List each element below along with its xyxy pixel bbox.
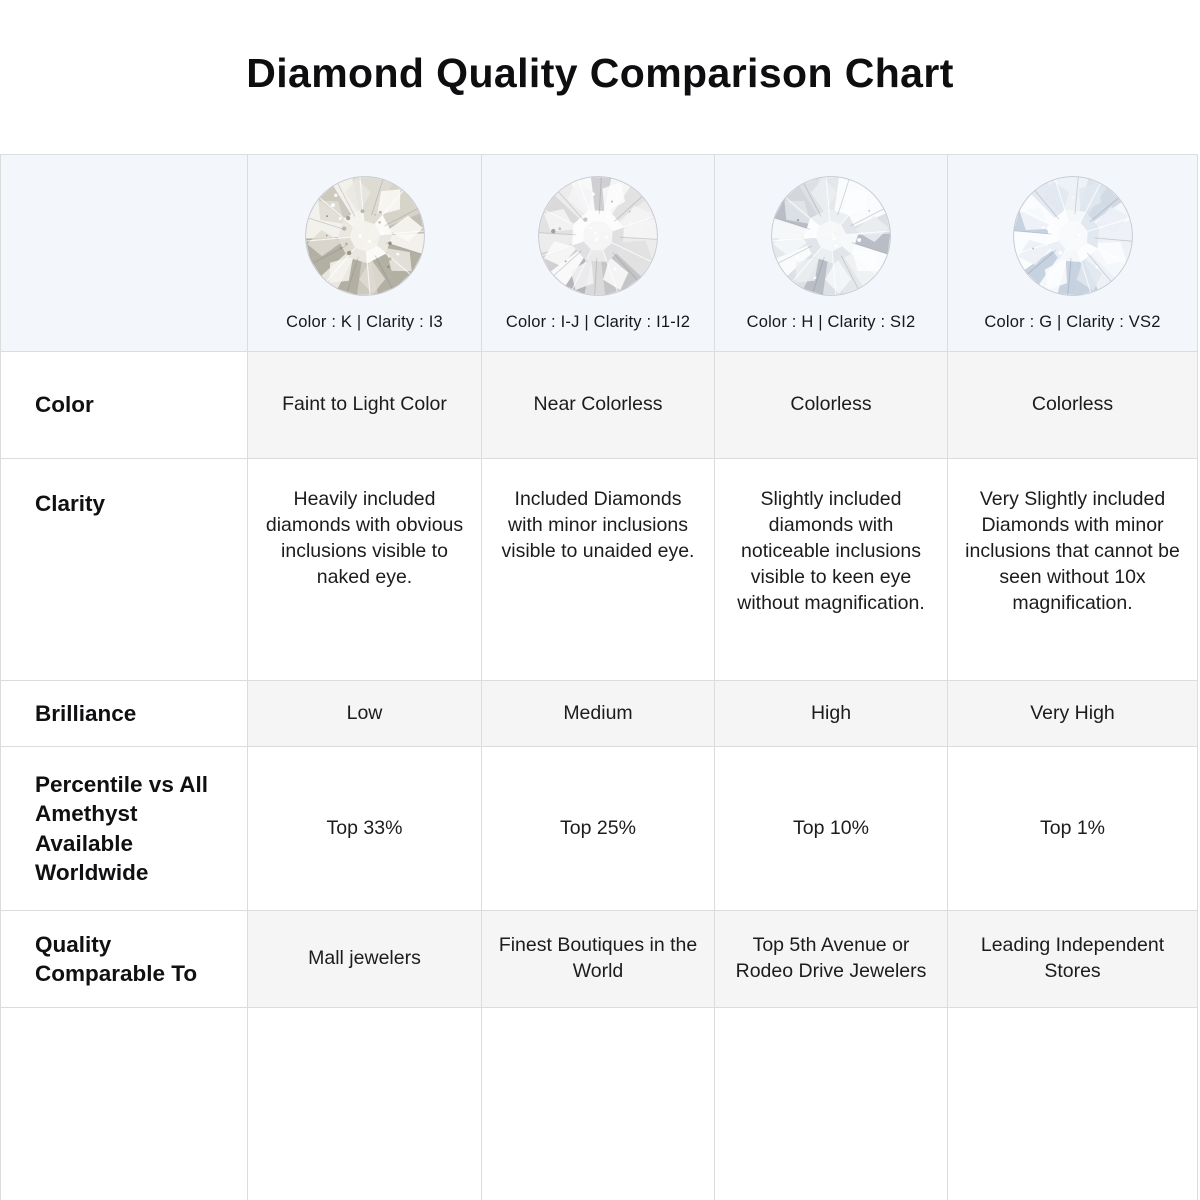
row-label: Quality Comparable To	[35, 931, 198, 986]
diamond-spec-caption: Color : G | Clarity : VS2	[984, 313, 1161, 331]
diamond-column-header: Color : K | Clarity : I3	[247, 154, 482, 352]
table-cell: Finest Boutiques in the World	[481, 910, 715, 1008]
row-label: Color	[35, 392, 94, 418]
empty-cell	[714, 1007, 948, 1200]
row-label: Brilliance	[35, 700, 137, 726]
table-cell: Very High	[947, 680, 1198, 747]
diamond-photo-wrap: Color : H | Clarity : SI2	[715, 172, 947, 332]
empty-cell	[481, 1007, 715, 1200]
page-title: Diamond Quality Comparison Chart	[246, 50, 954, 96]
table-cell: Medium	[481, 680, 715, 747]
table-cell: Colorless	[714, 351, 948, 459]
diamond-column-header: Color : G | Clarity : VS2	[947, 154, 1198, 352]
table-cell: Top 5th Avenue or Rodeo Drive Jewelers	[714, 910, 948, 1008]
table-cell: Slightly included diamonds with noticeab…	[714, 458, 948, 681]
table-cell: Mall jewelers	[247, 910, 482, 1008]
table-cell: Near Colorless	[481, 351, 715, 459]
table-cell: Top 1%	[947, 746, 1198, 911]
diamond-column-header: Color : I-J | Clarity : I1-I2	[481, 154, 715, 352]
table-row: Clarity Heavily included diamonds with ob…	[0, 458, 1198, 681]
row-label-cell: Quality Comparable To	[0, 910, 248, 1008]
header-corner-cell	[0, 154, 248, 352]
row-label: Clarity	[35, 491, 106, 516]
row-label-cell: Color	[0, 351, 248, 459]
header-row: Color : K | Clarity : I3 Color : I-J | Cl…	[0, 154, 1198, 352]
row-label-cell: Brilliance	[0, 680, 248, 747]
diamond-spec-caption: Color : I-J | Clarity : I1-I2	[505, 313, 691, 331]
diamond-photo	[304, 176, 425, 296]
diamond-spec-caption: Color : H | Clarity : SI2	[746, 313, 916, 331]
table-cell: Top 25%	[481, 746, 715, 911]
table-cell: Colorless	[947, 351, 1198, 459]
row-label-cell: Clarity	[0, 458, 248, 681]
diamond-spec-caption: Color : K | Clarity : I3	[286, 313, 443, 331]
row-label: Percentile vs All Amethyst Available Wor…	[35, 772, 209, 885]
diamond-comparison-table: Color : K | Clarity : I3 Color : I-J | Cl…	[0, 154, 1198, 1200]
diamond-photo	[771, 176, 891, 296]
diamond-photo-wrap: Color : G | Clarity : VS2	[948, 172, 1197, 332]
table-cell: Low	[247, 680, 482, 747]
table-row: Quality Comparable To Mall jewelers Finest…	[0, 910, 1198, 1008]
table-cell: Top 33%	[247, 746, 482, 911]
empty-row	[0, 1007, 1198, 1200]
table-row: Brilliance Low Medium High Very High	[0, 680, 1198, 747]
diamond-photo-wrap: Color : K | Clarity : I3	[248, 172, 481, 332]
table-cell: Heavily included diamonds with obvious i…	[247, 458, 482, 681]
diamond-photo	[538, 176, 658, 296]
empty-cell	[947, 1007, 1198, 1200]
table-cell: Faint to Light Color	[247, 351, 482, 459]
table-row: Percentile vs All Amethyst Available Wor…	[0, 746, 1198, 911]
row-label-cell: Percentile vs All Amethyst Available Wor…	[0, 746, 248, 911]
table-row: Color Faint to Light Color Near Colorless C…	[0, 351, 1198, 459]
diamond-photo-wrap: Color : I-J | Clarity : I1-I2	[482, 172, 714, 332]
table-cell: High	[714, 680, 948, 747]
empty-cell	[0, 1007, 248, 1200]
diamond-photo	[1012, 176, 1133, 296]
table-cell: Very Slightly included Diamonds with min…	[947, 458, 1198, 681]
table-cell: Included Diamonds with minor inclusions …	[481, 458, 715, 681]
diamond-column-header: Color : H | Clarity : SI2	[714, 154, 948, 352]
empty-cell	[247, 1007, 482, 1200]
table-cell: Top 10%	[714, 746, 948, 911]
table-cell: Leading Independent Stores	[947, 910, 1198, 1008]
